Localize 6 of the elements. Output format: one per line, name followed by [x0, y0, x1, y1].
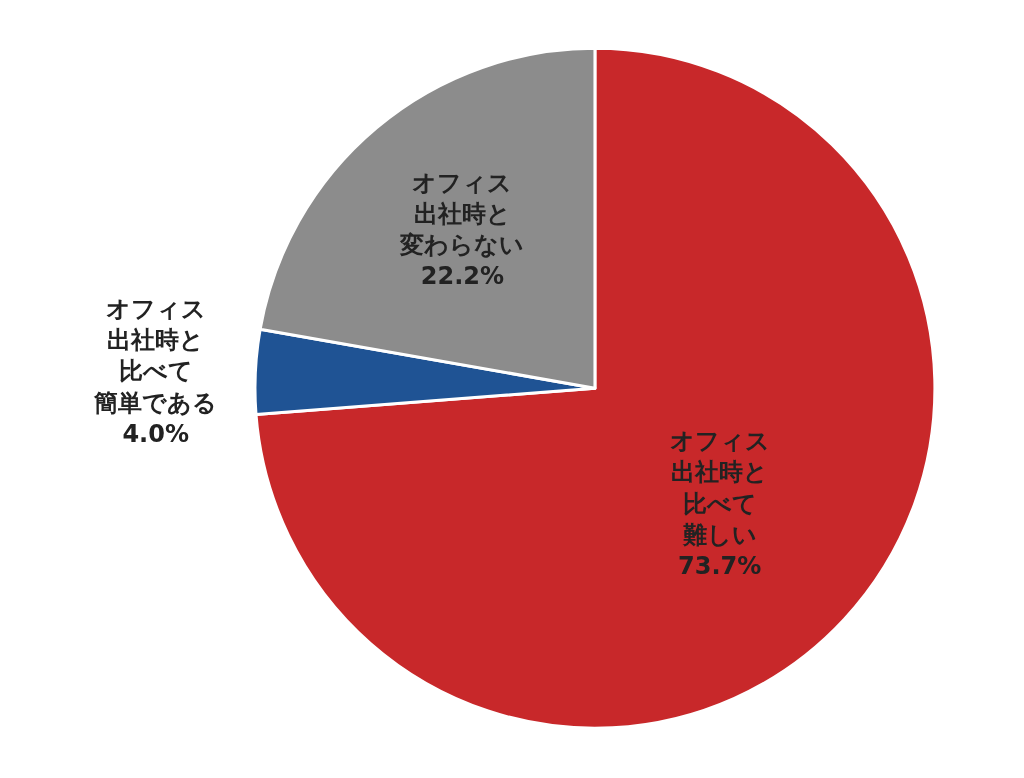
slice-label: オフィス出社時と比べて難しい [669, 427, 770, 549]
data-label: 22.2% [420, 262, 505, 291]
data-label: 73.7% [678, 552, 762, 581]
slice-label: オフィス出社時と変わらない [399, 168, 525, 260]
slice-label: オフィス出社時と比べて簡単である [93, 295, 218, 417]
data-label: 4.0% [122, 419, 189, 448]
